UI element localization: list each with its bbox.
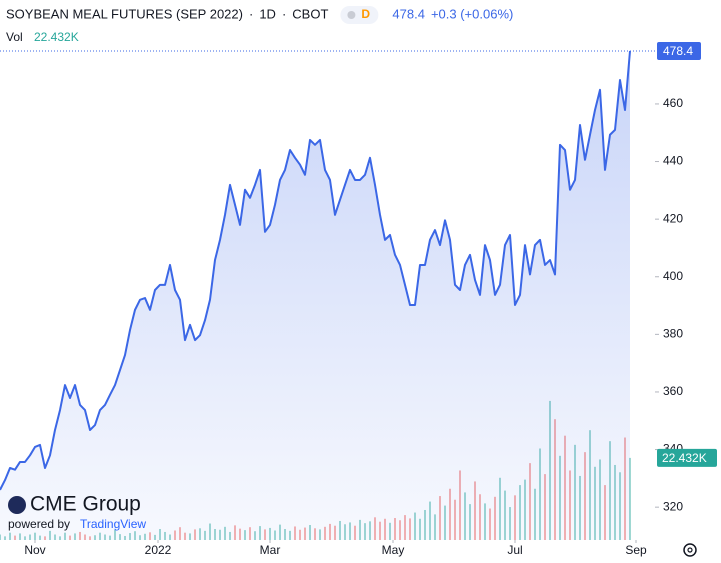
price-change: +0.3 (+0.06%) <box>431 6 513 21</box>
y-tick-label: 460 <box>663 96 683 110</box>
y-tick-label: 400 <box>663 269 683 283</box>
separator: · <box>249 6 253 21</box>
symbol-title: SOYBEAN MEAL FUTURES (SEP 2022) <box>6 6 243 21</box>
x-tick-label: Jul <box>507 543 522 557</box>
y-tick-label: 320 <box>663 499 683 513</box>
plot-layer <box>0 50 655 540</box>
logo: CME Group powered by TradingView <box>8 493 146 531</box>
volume-tag <box>657 448 717 467</box>
last-price: 478.4 <box>392 6 425 21</box>
exchange: CBOT <box>292 6 328 21</box>
settings-icon[interactable] <box>683 543 697 557</box>
volume-value: 22.432K <box>34 30 79 44</box>
header: SOYBEAN MEAL FUTURES (SEP 2022) · 1D · C… <box>6 6 513 44</box>
price-line <box>0 50 631 491</box>
x-tick-label: Sep <box>625 543 647 557</box>
badge-text: D <box>361 7 370 21</box>
y-tick-label: 380 <box>663 327 683 341</box>
logo-icon <box>8 496 26 514</box>
volume-tag-label: 22.432K <box>662 451 707 465</box>
powered-by: powered by <box>8 517 70 531</box>
interval: 1D <box>259 6 276 21</box>
x-tick-label: May <box>382 543 405 557</box>
provider[interactable]: TradingView <box>80 517 146 531</box>
logo-text: CME Group <box>30 493 141 516</box>
area-fill <box>0 50 630 540</box>
badge[interactable] <box>340 6 379 24</box>
y-tick-label: 420 <box>663 211 683 225</box>
x-tick-label: 2022 <box>145 543 172 557</box>
last-price-tag <box>657 41 701 60</box>
x-tick-label: Mar <box>260 543 281 557</box>
volume-name: Vol <box>6 30 23 44</box>
y-tick-label: 440 <box>663 154 683 168</box>
separator: · <box>282 6 286 21</box>
x-tick-label: Nov <box>24 543 45 557</box>
last-price-tag-label: 478.4 <box>663 44 693 58</box>
badge-dot <box>347 11 356 19</box>
y-tick-label: 360 <box>663 384 683 398</box>
